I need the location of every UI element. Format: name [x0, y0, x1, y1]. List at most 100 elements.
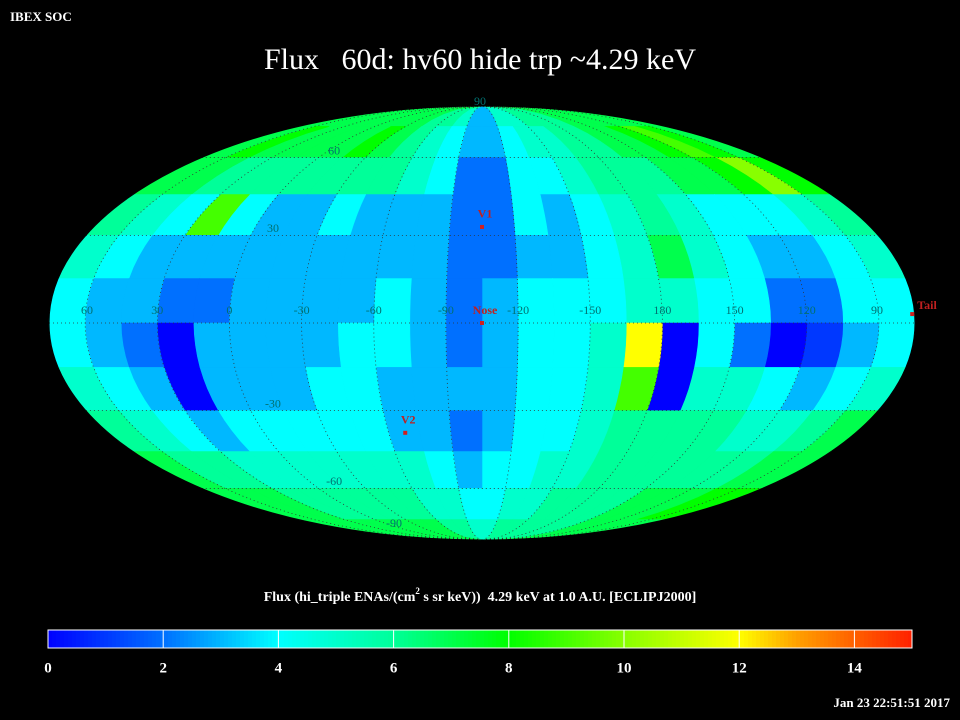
colorbar-swatch: [728, 630, 733, 648]
lat-tick-label: 30: [267, 221, 279, 235]
colorbar-swatch: [548, 630, 553, 648]
colorbar-swatch: [648, 630, 653, 648]
map-outline: [48, 105, 916, 541]
colorbar-swatch: [532, 630, 537, 648]
colorbar-swatch: [488, 630, 493, 648]
map-cell: [514, 367, 553, 412]
colorbar-swatch: [52, 630, 57, 648]
lon-tick-label: -60: [366, 303, 382, 317]
colorbar-label-part: s sr keV)) 4.29 keV at 1.0 A.U. [ECLIPJ2…: [420, 590, 696, 605]
map-cell: [156, 278, 200, 324]
colorbar-swatch: [604, 630, 609, 648]
colorbar-swatch: [192, 630, 197, 648]
colorbar-swatch: [272, 630, 277, 648]
colorbar-swatch: [692, 630, 697, 648]
colorbar-swatch: [204, 630, 209, 648]
colorbar-swatch: [528, 630, 533, 648]
colorbar-swatch: [332, 630, 337, 648]
map-cell: [156, 322, 200, 368]
colorbar-swatch: [436, 630, 441, 648]
map-cell: [445, 322, 483, 368]
colorbar-swatch: [492, 630, 497, 648]
colorbar-tick-label: 2: [159, 660, 167, 676]
colorbar-swatch: [740, 630, 745, 648]
colorbar-swatch: [296, 630, 301, 648]
map-cell: [229, 278, 271, 324]
colorbar-swatch: [220, 630, 225, 648]
colorbar-swatch: [64, 630, 69, 648]
colorbar-swatch: [120, 630, 125, 648]
map-cell: [481, 322, 519, 368]
colorbar-swatch: [756, 630, 761, 648]
colorbar-swatch: [324, 630, 329, 648]
colorbar-swatch: [868, 630, 873, 648]
map-cell: [409, 322, 448, 368]
colorbar-swatch: [520, 630, 525, 648]
marker-label: V1: [478, 207, 493, 221]
map-cell: [448, 410, 483, 452]
colorbar-swatch: [440, 630, 445, 648]
colorbar-swatch: [712, 630, 717, 648]
marker: [910, 312, 915, 317]
meridian: [481, 105, 519, 541]
lon-tick-label: -150: [579, 303, 601, 317]
colorbar-swatch: [840, 630, 845, 648]
colorbar-swatch: [112, 630, 117, 648]
colorbar-swatch: [148, 630, 153, 648]
colorbar-swatch: [432, 630, 437, 648]
colorbar-swatch: [360, 630, 365, 648]
colorbar-swatch: [352, 630, 357, 648]
colorbar-swatch: [696, 630, 701, 648]
colorbar-swatch: [824, 630, 829, 648]
colorbar-swatch: [68, 630, 73, 648]
colorbar-swatch: [524, 630, 529, 648]
colorbar-tick-label: 0: [44, 660, 52, 676]
lon-tick-label: 150: [726, 303, 744, 317]
lon-tick-label: 30: [151, 303, 163, 317]
colorbar-swatch: [180, 630, 185, 648]
colorbar-swatch: [268, 630, 273, 648]
colorbar-tick-label: 4: [275, 660, 283, 676]
colorbar-swatch: [564, 630, 569, 648]
lon-tick-label: -90: [438, 303, 454, 317]
colorbar-swatch: [420, 630, 425, 648]
colorbar-swatch: [640, 630, 645, 648]
map-cell: [265, 322, 306, 368]
colorbar-swatch: [424, 630, 429, 648]
meridian: [156, 105, 483, 541]
colorbar-swatch: [248, 630, 253, 648]
map-cell: [446, 235, 483, 279]
colorbar-swatch: [880, 630, 885, 648]
colorbar-swatch: [644, 630, 649, 648]
colorbar-swatch: [140, 630, 145, 648]
colorbar-swatch: [908, 630, 913, 648]
colorbar-swatch: [228, 630, 233, 648]
colorbar-swatch: [724, 630, 729, 648]
map-cell: [514, 235, 553, 279]
colorbar-swatch: [244, 630, 249, 648]
colorbar-swatch: [384, 630, 389, 648]
lon-tick-label: 0: [226, 303, 232, 317]
colorbar-swatch: [144, 630, 149, 648]
colorbar-swatch: [460, 630, 465, 648]
colorbar-swatch: [200, 630, 205, 648]
colorbar-swatch: [356, 630, 361, 648]
colorbar-swatch: [792, 630, 797, 648]
colorbar-swatch: [688, 630, 693, 648]
colorbar-swatch: [116, 630, 121, 648]
colorbar-swatch: [372, 630, 377, 648]
colorbar-swatch: [764, 630, 769, 648]
map-cell: [587, 322, 627, 368]
colorbar-swatch: [84, 630, 89, 648]
colorbar-swatch: [816, 630, 821, 648]
colorbar-swatch: [400, 630, 405, 648]
marker: [480, 321, 484, 325]
colorbar-tick-label: 12: [732, 660, 747, 676]
colorbar-swatch: [544, 630, 549, 648]
colorbar-swatch: [480, 630, 485, 648]
lon-tick-label: 90: [871, 303, 883, 317]
colorbar-swatch: [184, 630, 189, 648]
map-cells: [48, 105, 916, 541]
colorbar-swatch: [652, 630, 657, 648]
colorbar-swatch: [736, 630, 741, 648]
